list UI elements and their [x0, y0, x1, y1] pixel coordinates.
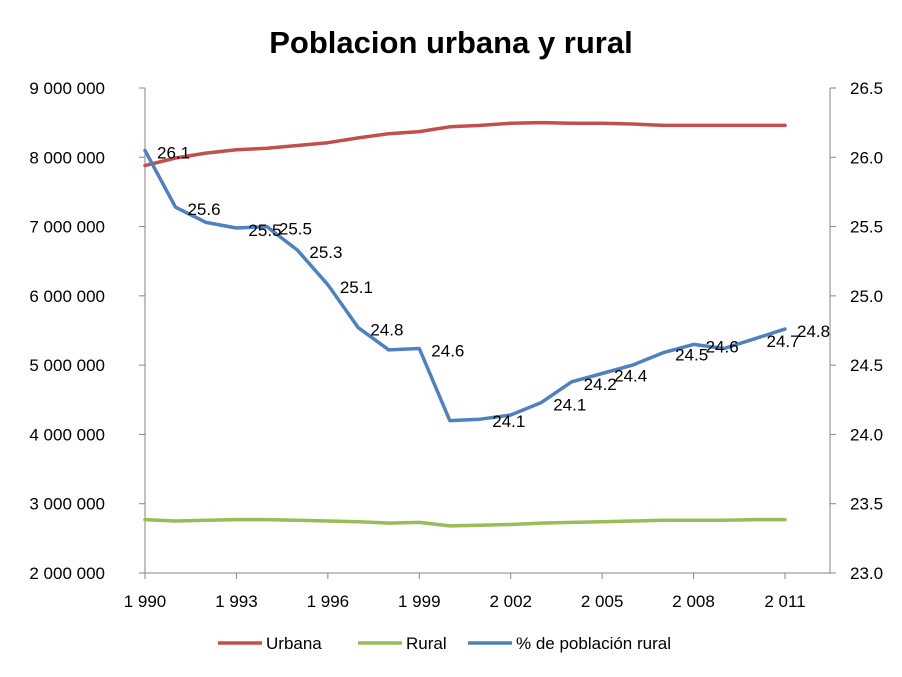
data-label: 24.5 [675, 346, 708, 365]
chart-title: Poblacion urbana y rural [269, 25, 632, 60]
x-tick-label: 1 993 [215, 592, 258, 611]
data-label: 24.1 [492, 412, 525, 431]
data-label: 25.1 [340, 278, 373, 297]
x-tick-label: 1 996 [307, 592, 350, 611]
x-tick-label: 2 002 [489, 592, 532, 611]
data-label: 24.4 [614, 366, 647, 385]
data-label: 24.7 [767, 332, 800, 351]
y-right-tick-label: 25.5 [850, 218, 883, 237]
y-left-tick-label: 8 000 000 [29, 148, 105, 167]
x-tick-label: 2 011 [764, 592, 805, 611]
y-left-tick-label: 4 000 000 [29, 425, 105, 444]
data-label: 25.5 [248, 221, 281, 240]
y-left-tick-label: 7 000 000 [29, 218, 105, 237]
data-label: 25.5 [279, 220, 312, 239]
y-right-tick-label: 23.5 [850, 495, 883, 514]
series-lines [143, 120, 787, 528]
y-left-tick-label: 5 000 000 [29, 356, 105, 375]
series-line-2 [143, 148, 787, 423]
axes: 2 000 000 3 000 000 4 000 000 5 000 000 6 00… [29, 79, 883, 611]
data-label: 24.2 [584, 375, 617, 394]
data-label: 24.8 [370, 321, 403, 340]
legend-label: Urbana [266, 634, 322, 653]
data-label: 24.6 [431, 342, 464, 361]
y-right-tick-label: 26.5 [850, 79, 883, 98]
y-left-tick-label: 6 000 000 [29, 287, 105, 306]
y-left-tick-label: 2 000 000 [29, 564, 105, 583]
series-line-1 [143, 517, 787, 528]
y-right-tick-label: 24.5 [850, 356, 883, 375]
data-label: 25.3 [309, 243, 342, 262]
y-left-tick-label: 9 000 000 [29, 79, 105, 98]
data-labels: 26.1 25.6 25.525.5 25.3 25.1 24.8 24.6 24.1 24.1… [157, 143, 830, 431]
data-label: 24.8 [797, 322, 830, 341]
data-label: 25.6 [187, 200, 220, 219]
y-left-tick-label: 3 000 000 [29, 495, 105, 514]
y-right-tick-label: 25.0 [850, 287, 883, 306]
x-tick-label: 1 990 [124, 592, 167, 611]
x-tick-label: 2 008 [672, 592, 715, 611]
data-label: 26.1 [157, 143, 190, 162]
legend: Urbana Rural % de población rural [218, 634, 671, 653]
data-label: 24.6 [706, 337, 739, 356]
y-right-tick-label: 24.0 [850, 425, 883, 444]
y-right-tick-label: 23.0 [850, 564, 883, 583]
legend-label: % de población rural [516, 634, 671, 653]
x-tick-label: 2 005 [581, 592, 624, 611]
series-line-0 [143, 120, 787, 168]
x-tick-label: 1 999 [398, 592, 441, 611]
legend-label: Rural [406, 634, 447, 653]
data-label: 24.1 [553, 396, 586, 415]
y-right-tick-label: 26.0 [850, 148, 883, 167]
